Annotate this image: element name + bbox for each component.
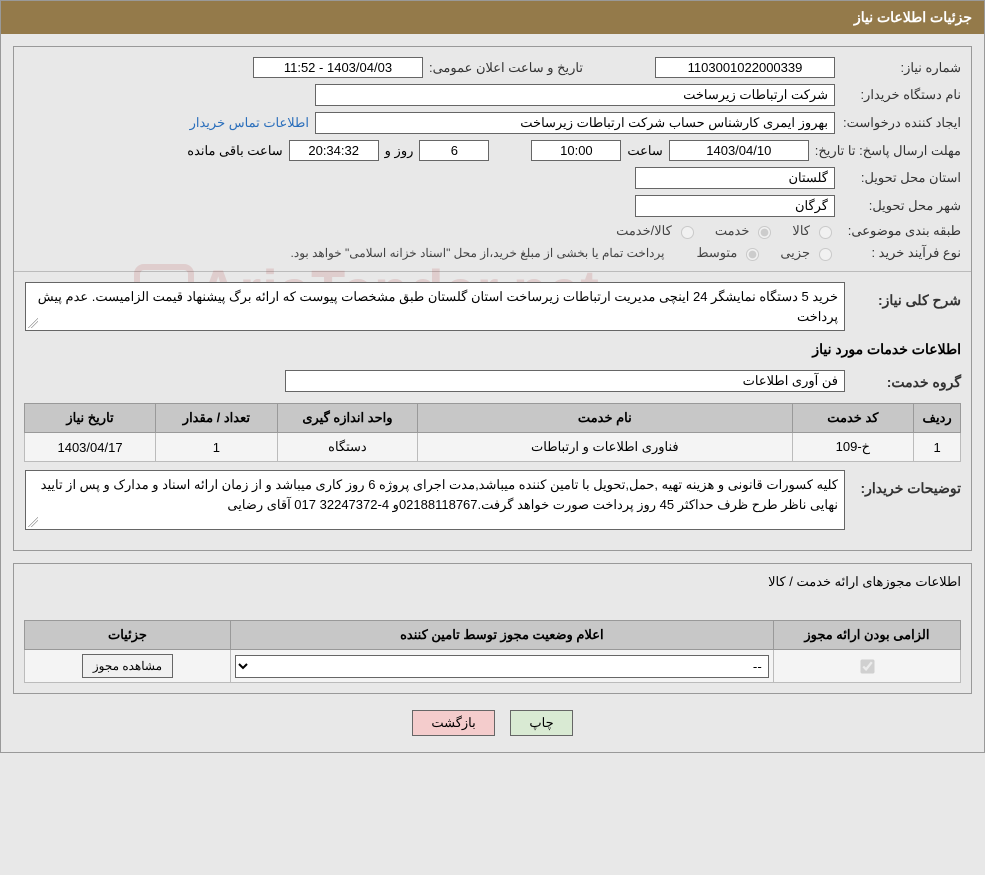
subject-radio-1[interactable]: خدمت (715, 223, 775, 239)
print-button[interactable]: چاپ (510, 710, 572, 736)
table-cell: 1403/04/17 (25, 433, 156, 462)
services-table: ردیفکد خدمتنام خدمتواحد اندازه گیریتعداد… (24, 403, 961, 462)
back-button[interactable]: بازگشت (412, 710, 494, 736)
deadline-label: مهلت ارسال پاسخ: تا تاریخ: (815, 143, 961, 159)
table-row: 1خ-109فناوری اطلاعات و ارتباطاتدستگاه114… (25, 433, 961, 462)
announce-datetime-value: 1403/04/03 - 11:52 (253, 57, 423, 78)
subject-radio-2[interactable]: کالا/خدمت (616, 223, 697, 239)
payment-note: پرداخت تمام یا بخشی از مبلغ خرید،از محل … (291, 246, 665, 260)
subject-class-label: طبقه بندی موضوعی: (841, 223, 961, 239)
services-table-header: واحد اندازه گیری (277, 404, 417, 433)
remaining-hours: 20:34:32 (289, 140, 379, 161)
license-mandatory-checkbox (860, 659, 874, 673)
city-value: گرگان (635, 195, 835, 217)
page-header: جزئیات اطلاعات نیاز (1, 1, 984, 34)
province-value: گلستان (635, 167, 835, 189)
resize-handle-icon (28, 517, 38, 527)
license-table-header: اعلام وضعیت مجوز توسط تامین کننده (230, 621, 773, 650)
header-title: جزئیات اطلاعات نیاز (854, 9, 972, 25)
purchase-type-label: نوع فرآیند خرید : (841, 245, 961, 261)
license-table-header: الزامی بودن ارائه مجوز (773, 621, 960, 650)
table-cell: خ-109 (792, 433, 914, 462)
need-number-value: 1103001022000339 (655, 57, 835, 78)
license-mandatory-cell (773, 650, 960, 683)
bottom-button-bar: چاپ بازگشت (1, 710, 984, 736)
license-details-cell: مشاهده مجوز (25, 650, 231, 683)
table-cell: 1 (914, 433, 961, 462)
need-description: خرید 5 دستگاه نمایشگر 24 اینچی مدیریت ار… (25, 282, 845, 331)
license-section-title: اطلاعات مجوزهای ارائه خدمت / کالا (24, 574, 961, 590)
license-table: الزامی بودن ارائه مجوزاعلام وضعیت مجوز ت… (24, 620, 961, 683)
deadline-time: 10:00 (531, 140, 621, 161)
license-status-cell: -- (230, 650, 773, 683)
hour-word: ساعت (627, 143, 662, 159)
buyer-contact-link[interactable]: اطلاعات تماس خریدار (190, 115, 309, 131)
province-label: استان محل تحویل: (841, 170, 961, 186)
services-table-header: تعداد / مقدار (156, 404, 278, 433)
purchase-radio-0[interactable]: جزیی (780, 245, 835, 261)
services-table-header: ردیف (914, 404, 961, 433)
days-and-word: روز و (385, 143, 414, 159)
services-section-title: اطلاعات خدمات مورد نیاز (24, 341, 961, 358)
deadline-date: 1403/04/10 (669, 140, 809, 161)
city-label: شهر محل تحویل: (841, 198, 961, 214)
hours-remaining-word: ساعت باقی مانده (187, 143, 282, 159)
license-table-header: جزئیات (25, 621, 231, 650)
resize-handle-icon (28, 318, 38, 328)
services-table-header: نام خدمت (418, 404, 792, 433)
requester-label: ایجاد کننده درخواست: (841, 115, 961, 131)
need-number-label: شماره نیاز: (841, 60, 961, 76)
main-info-panel: AriaTender.net شماره نیاز: 1103001022000… (13, 46, 972, 551)
announce-datetime-label: تاریخ و ساعت اعلان عمومی: (429, 60, 583, 76)
buyer-org-value: شرکت ارتباطات زیرساخت (315, 84, 835, 106)
buyer-org-label: نام دستگاه خریدار: (841, 87, 961, 103)
table-cell: 1 (156, 433, 278, 462)
purchase-radio-group: جزیی متوسط (696, 245, 835, 261)
license-panel: اطلاعات مجوزهای ارائه خدمت / کالا الزامی… (13, 563, 972, 694)
buyer-notes-label: توضیحات خریدار: (851, 480, 961, 497)
need-desc-label: شرح کلی نیاز: (851, 292, 961, 309)
table-cell: فناوری اطلاعات و ارتباطات (418, 433, 792, 462)
requester-value: بهروز ایمری کارشناس حساب شرکت ارتباطات ز… (315, 112, 835, 134)
view-license-button[interactable]: مشاهده مجوز (82, 654, 173, 678)
buyer-notes: کلیه کسورات قانونی و هزینه تهیه ,حمل,تحو… (25, 470, 845, 530)
table-cell: دستگاه (277, 433, 417, 462)
remaining-days: 6 (419, 140, 489, 161)
subject-radio-0[interactable]: کالا (792, 223, 835, 239)
license-status-select[interactable]: -- (235, 655, 769, 678)
subject-radio-group: کالا خدمت کالا/خدمت (616, 223, 835, 239)
service-group-value: فن آوری اطلاعات (285, 370, 845, 392)
service-group-label: گروه خدمت: (851, 374, 961, 391)
services-table-header: تاریخ نیاز (25, 404, 156, 433)
purchase-radio-1[interactable]: متوسط (696, 245, 762, 261)
services-table-header: کد خدمت (792, 404, 914, 433)
